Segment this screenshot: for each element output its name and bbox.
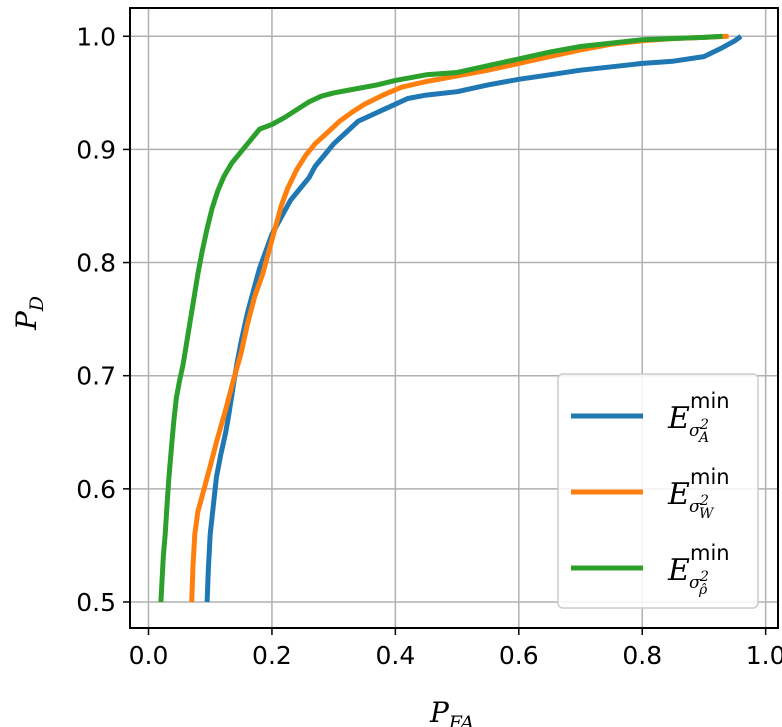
ticks: 0.0 0.2 0.4 0.6 0.8 1.0 0.5 0.6 0.7 0.8 0.9 1.0 xyxy=(76,22,782,670)
y-axis-label: PD xyxy=(10,296,48,331)
legend-box xyxy=(557,373,759,609)
y-tick-label: 1.0 xyxy=(76,22,116,51)
x-axis-label-sub: FA xyxy=(448,712,474,727)
legend-label-sup: min xyxy=(690,465,730,489)
legend-label-main: E xyxy=(667,401,690,436)
legend-label-sup: min xyxy=(690,541,730,565)
legend-label-sub: σ xyxy=(689,497,701,517)
legend-label-sub: σ xyxy=(689,421,701,441)
legend-label-sub-sup: 2 xyxy=(699,569,709,585)
x-tick-label: 0.4 xyxy=(375,641,415,670)
x-axis-label-main: P xyxy=(429,696,450,727)
series-line-2 xyxy=(189,33,729,603)
x-tick-label: 0.0 xyxy=(129,641,169,670)
legend-label-sub-sub: ρ̂ xyxy=(698,582,708,598)
legend-label-sub-sub: A xyxy=(697,430,709,446)
y-tick-label: 0.5 xyxy=(76,588,116,617)
x-tick-label: 0.2 xyxy=(252,641,292,670)
y-axis-label-main: P xyxy=(10,310,43,331)
series-line-1 xyxy=(204,34,743,603)
y-axis-label-sub: D xyxy=(26,296,48,312)
legend-label-sub-sup: 2 xyxy=(699,417,709,433)
legend-label-sub-sub: W xyxy=(699,506,715,522)
legend-label-sub: σ xyxy=(689,573,701,593)
y-tick-label: 0.7 xyxy=(76,362,116,391)
plot-frame xyxy=(129,7,779,629)
x-axis-label: PFA xyxy=(429,696,474,727)
legend-label-main: E xyxy=(667,553,690,588)
x-tick-label: 0.8 xyxy=(622,641,662,670)
legend-label-sub-sup: 2 xyxy=(699,493,709,509)
y-tick-label: 0.8 xyxy=(76,249,116,278)
y-tick-label: 0.9 xyxy=(76,135,116,164)
y-tick-label: 0.6 xyxy=(76,475,116,504)
series-group xyxy=(158,33,743,603)
x-tick-label: 0.6 xyxy=(499,641,539,670)
legend-label-sup: min xyxy=(690,389,730,413)
grid xyxy=(130,8,778,628)
x-tick-label: 1.0 xyxy=(746,641,782,670)
series-line-3 xyxy=(158,33,723,603)
legend-label-main: E xyxy=(667,477,690,512)
